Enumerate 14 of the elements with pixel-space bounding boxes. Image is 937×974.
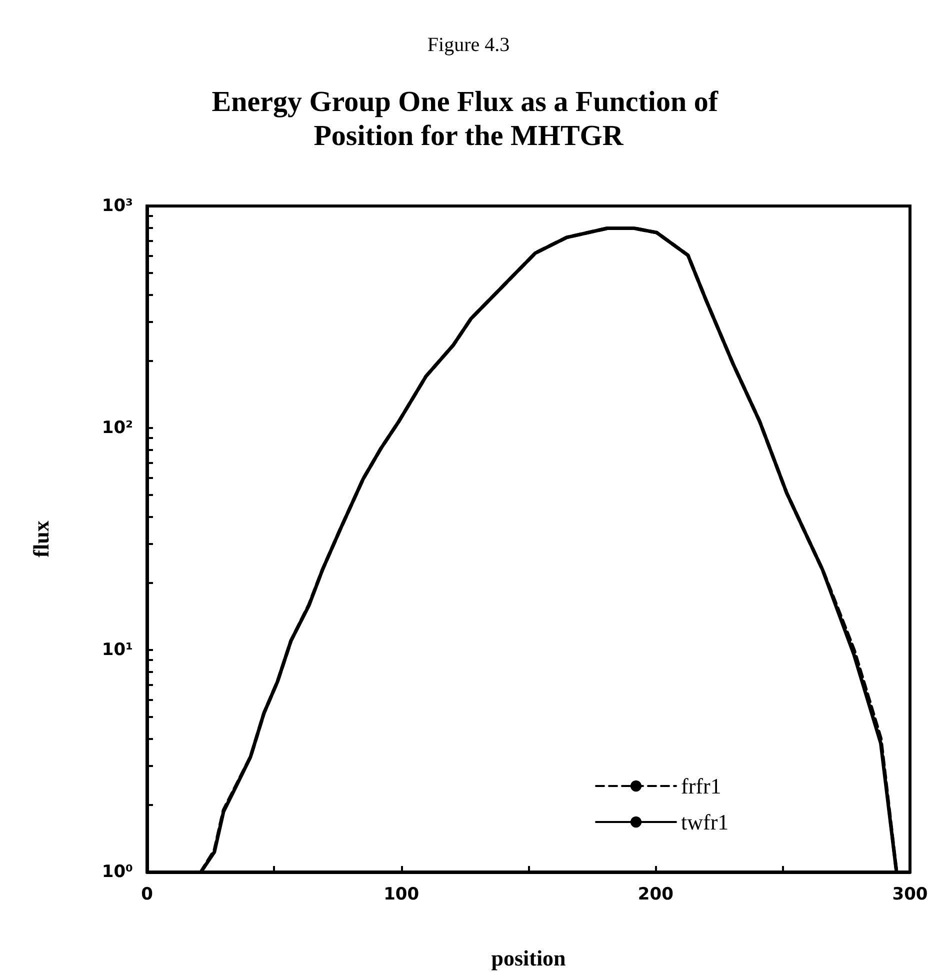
y-tick-label: 10¹ [102, 640, 133, 660]
x-tick-label: 300 [892, 884, 928, 904]
x-axis-title: position [491, 946, 566, 970]
y-tick-label: 10⁰ [102, 862, 133, 882]
legend-label: twfr1 [681, 810, 729, 834]
y-axis-title: flux [28, 520, 54, 558]
x-tick-label: 200 [638, 884, 674, 904]
x-tick-label: 100 [384, 884, 420, 904]
chart-title: Energy Group One Flux as a Function of Position for the MHTGR [212, 86, 726, 152]
chart-subtitle: Figure 4.3 [427, 34, 510, 56]
y-tick-label: 10³ [102, 196, 133, 216]
legend-label: frfr1 [681, 774, 722, 798]
y-tick-label: 10² [102, 418, 133, 438]
x-tick-label: 0 [141, 884, 154, 904]
